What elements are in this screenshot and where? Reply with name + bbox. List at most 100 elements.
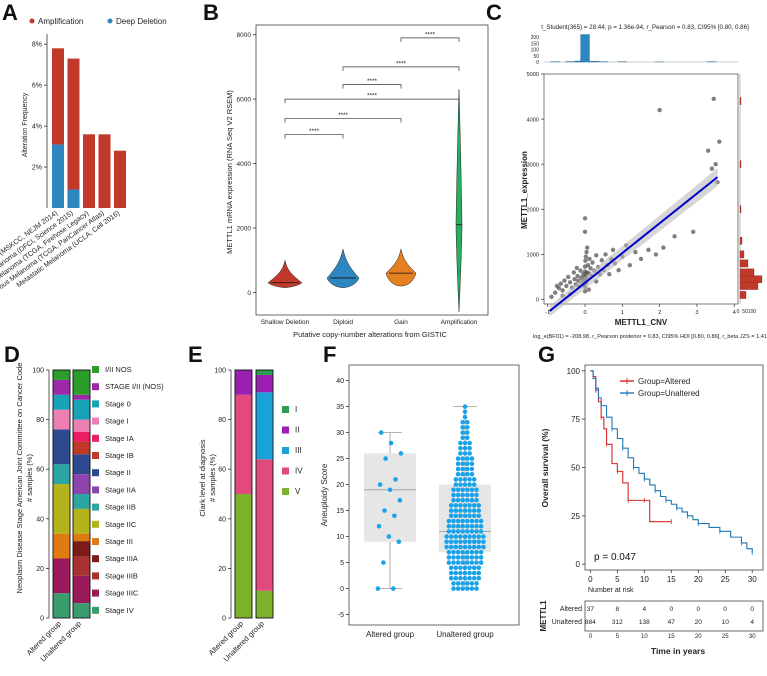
legend-swatch (282, 426, 289, 434)
right-hist-bar (739, 282, 759, 290)
violin (267, 260, 303, 288)
data-point (460, 435, 466, 441)
panel-letter-c: C (486, 0, 502, 25)
bar-segment (53, 394, 70, 410)
data-point (446, 549, 452, 555)
data-point (462, 414, 468, 420)
data-point (448, 508, 454, 513)
scatter-point (572, 276, 577, 282)
data-point (460, 419, 466, 425)
data-point (444, 544, 449, 550)
x-tick-label: 5 (615, 575, 620, 584)
significance-brackets-b: **** **** **** **** **** **** (284, 31, 460, 139)
plot-area-f (348, 364, 520, 626)
risk-row-label: Unaltered (552, 619, 582, 626)
data-point (451, 586, 456, 591)
data-point (467, 513, 472, 519)
data-point (462, 539, 468, 545)
y-axis-label-g: Overall survival (%) (540, 428, 550, 507)
scatter-point (653, 252, 659, 257)
data-point (453, 477, 459, 482)
y-tick-label: 100 (214, 368, 226, 375)
data-point (474, 560, 479, 565)
data-point (388, 440, 394, 446)
x-tick-label: 2 (658, 310, 661, 316)
x-tick-label: 0 (583, 310, 586, 316)
panel-f-box-plot: Aneuploidy Score -5 0 5 10 15 20 25 30 35 40 Alte… (320, 364, 520, 639)
risk-table-x-tick: 25 (722, 634, 729, 640)
data-point (448, 570, 454, 576)
bracket-line (284, 98, 460, 104)
panel-a-bar-chart: Amplification Deep Deletion Alteration F… (0, 17, 167, 313)
data-point (448, 575, 454, 581)
data-point (455, 456, 461, 461)
data-point (455, 549, 461, 555)
legend-label: Group=Altered (638, 377, 690, 386)
data-point (391, 586, 396, 591)
x-tick-label: 10 (640, 575, 649, 584)
risk-value: 4 (750, 619, 754, 626)
legend-label: I (295, 405, 297, 414)
data-point (458, 508, 463, 513)
y-tick-label: -5 (338, 612, 344, 619)
data-point (453, 508, 459, 513)
risk-value: 0 (669, 606, 673, 613)
right-hist-bar (739, 160, 742, 168)
data-point (455, 560, 461, 565)
data-point (460, 555, 466, 560)
y-tick-label: 100 (567, 367, 581, 376)
legend-label: III (295, 446, 302, 455)
data-point (471, 539, 477, 545)
bar-segment (73, 432, 90, 442)
data-point (465, 419, 470, 425)
risk-row-label: Altered (560, 606, 582, 613)
y-tick-label: 75 (571, 415, 580, 424)
data-point (458, 451, 463, 456)
right-hist-bar (739, 259, 749, 268)
data-point (460, 497, 466, 503)
risk-value: 8 (616, 606, 620, 613)
data-point (460, 466, 466, 472)
data-point (467, 570, 472, 576)
data-point (467, 508, 472, 513)
data-point (469, 466, 475, 472)
bar-segment (53, 409, 70, 430)
data-point (476, 513, 482, 519)
panel-letter-g: G (538, 342, 555, 367)
bar-segment (53, 464, 70, 485)
data-point (377, 482, 383, 487)
bar-segment (73, 370, 90, 395)
data-point (476, 575, 482, 581)
violin (385, 248, 417, 287)
risk-value: 37 (587, 606, 595, 613)
scatter-point (574, 265, 580, 271)
bar-segment (73, 419, 90, 432)
data-point (474, 549, 479, 555)
survival-curve (590, 370, 753, 553)
x-tick-label: 15 (667, 575, 676, 584)
points-f (375, 404, 486, 591)
data-point (460, 586, 466, 591)
legend-swatch (92, 589, 99, 597)
data-point (474, 487, 479, 493)
data-point (481, 539, 486, 545)
survival-curves-g (590, 370, 753, 556)
data-point (453, 503, 459, 508)
y-axis-label-a: Alteration Frequency (22, 92, 29, 157)
bar-segment (256, 374, 273, 393)
y-ticks-f: -5 0 5 10 15 20 25 30 35 40 (336, 378, 349, 619)
bar-segment (73, 541, 90, 556)
data-point (465, 461, 470, 467)
bracket-label: **** (367, 78, 378, 85)
data-point (397, 497, 403, 503)
bar-segment (256, 392, 273, 460)
data-point (467, 539, 472, 545)
risk-value: 10 (722, 619, 730, 626)
legend-label: Stage IIA (105, 485, 136, 494)
violin (455, 89, 463, 312)
risk-table-x-tick: 5 (616, 634, 620, 640)
data-point (465, 555, 470, 560)
x-tick-labels-b: Shallow Deletion Diploid Gain Amplification (261, 319, 478, 326)
bar-segment (114, 150, 126, 208)
